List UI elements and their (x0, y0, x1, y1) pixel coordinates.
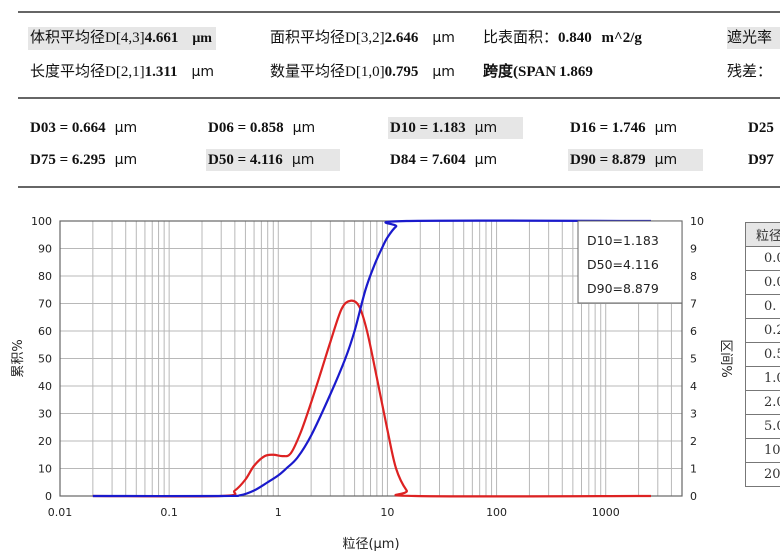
percentile-d50: D50 = 4.116 μm (206, 149, 341, 171)
x-tick-label: 1 (275, 506, 282, 519)
bottom-rule (18, 186, 780, 188)
y-tick-label: 60 (38, 325, 52, 338)
y-tick-label: 80 (38, 270, 52, 283)
x-tick-label: 1000 (592, 506, 620, 519)
length-mean-diameter: 长度平均径D[2,1]1.311 μm (30, 64, 215, 80)
y-tick-label: 30 (38, 408, 52, 421)
size-table-header: 粒径 (745, 222, 780, 247)
cumulative-curve (92, 219, 652, 498)
size-table-cell: 0.5 (745, 342, 780, 367)
y2-tick-label: 7 (690, 298, 697, 311)
y-axis-label: 累积% (11, 339, 26, 377)
percentile-d84: D84 = 7.604 μm (390, 152, 498, 168)
size-table-cell: 5.0 (745, 414, 780, 439)
y-tick-label: 90 (38, 243, 52, 256)
percentile-d03: D03 = 0.664 μm (30, 120, 138, 136)
interval-curve (92, 299, 652, 498)
size-table-cell: 0.0 (745, 270, 780, 295)
size-table-cell: 0.0 (745, 246, 780, 271)
particle-size-chart: 0.01 0.1 1 10 100 100001020304050607080901000… (11, 215, 733, 552)
size-table-cell: 0.2 (745, 318, 780, 343)
size-table-cell: 20 (745, 462, 780, 487)
middle-rule (18, 97, 780, 99)
y2-axis-label: 区间% (718, 339, 733, 377)
annotation-text: D10=1.183 (587, 233, 659, 248)
x-tick-label: 10 (380, 506, 394, 519)
y2-tick-label: 10 (690, 215, 704, 228)
y-tick-label: 10 (38, 463, 52, 476)
x-tick-label: 0.1 (160, 506, 178, 519)
obscuration: 遮光率 (727, 27, 780, 49)
annotation-text: D90=8.879 (587, 281, 659, 296)
x-tick-label: 100 (486, 506, 507, 519)
annotation-box (577, 220, 683, 304)
size-table-cell: 2.0 (745, 390, 780, 415)
y-tick-label: 20 (38, 435, 52, 448)
annotation-text: D50=4.116 (587, 257, 659, 272)
size-table-cell: 0. (745, 294, 780, 319)
y-tick-label: 100 (31, 215, 52, 228)
volume-mean-diameter: 体积平均径D[4,3]4.661 μm (28, 27, 216, 50)
y-tick-label: 50 (38, 353, 52, 366)
y-tick-label: 40 (38, 380, 52, 393)
percentile-d90: D90 = 8.879 μm (568, 149, 704, 171)
y2-tick-label: 4 (690, 380, 697, 393)
percentile-d75: D75 = 6.295 μm (30, 152, 138, 168)
percentile-d06: D06 = 0.858 μm (208, 120, 316, 136)
y-tick-label: 70 (38, 298, 52, 311)
residual: 残差： (727, 64, 773, 80)
percentile-d16: D16 = 1.746 μm (570, 120, 678, 136)
area-mean-diameter: 面积平均径D[3,2]2.646 μm (270, 30, 455, 46)
y2-tick-label: 6 (690, 325, 697, 338)
percentile-d25: D25 (748, 120, 774, 136)
x-axis-label: 粒径(μm) (342, 537, 399, 552)
number-mean-diameter: 数量平均径D[1,0]0.795 μm (270, 64, 455, 80)
y-tick-label: 0 (45, 490, 52, 503)
percentile-d97: D97 (748, 152, 774, 168)
y2-tick-label: 5 (690, 353, 697, 366)
y2-tick-label: 1 (690, 463, 697, 476)
y2-tick-label: 3 (690, 408, 697, 421)
y2-tick-label: 9 (690, 243, 697, 256)
plot-border (59, 220, 683, 497)
y2-tick-label: 8 (690, 270, 697, 283)
span: 跨度(SPAN 1.869 (483, 64, 593, 80)
x-tick-label: 0.01 (48, 506, 73, 519)
y2-tick-label: 0 (690, 490, 697, 503)
top-rule (18, 11, 780, 13)
size-table-cell: 10 (745, 438, 780, 463)
percentile-d10: D10 = 1.183 μm (388, 117, 524, 139)
specific-surface-area: 比表面积：0.840 m^2/g (483, 30, 642, 46)
size-table-cell: 1.0 (745, 366, 780, 391)
y2-tick-label: 2 (690, 435, 697, 448)
